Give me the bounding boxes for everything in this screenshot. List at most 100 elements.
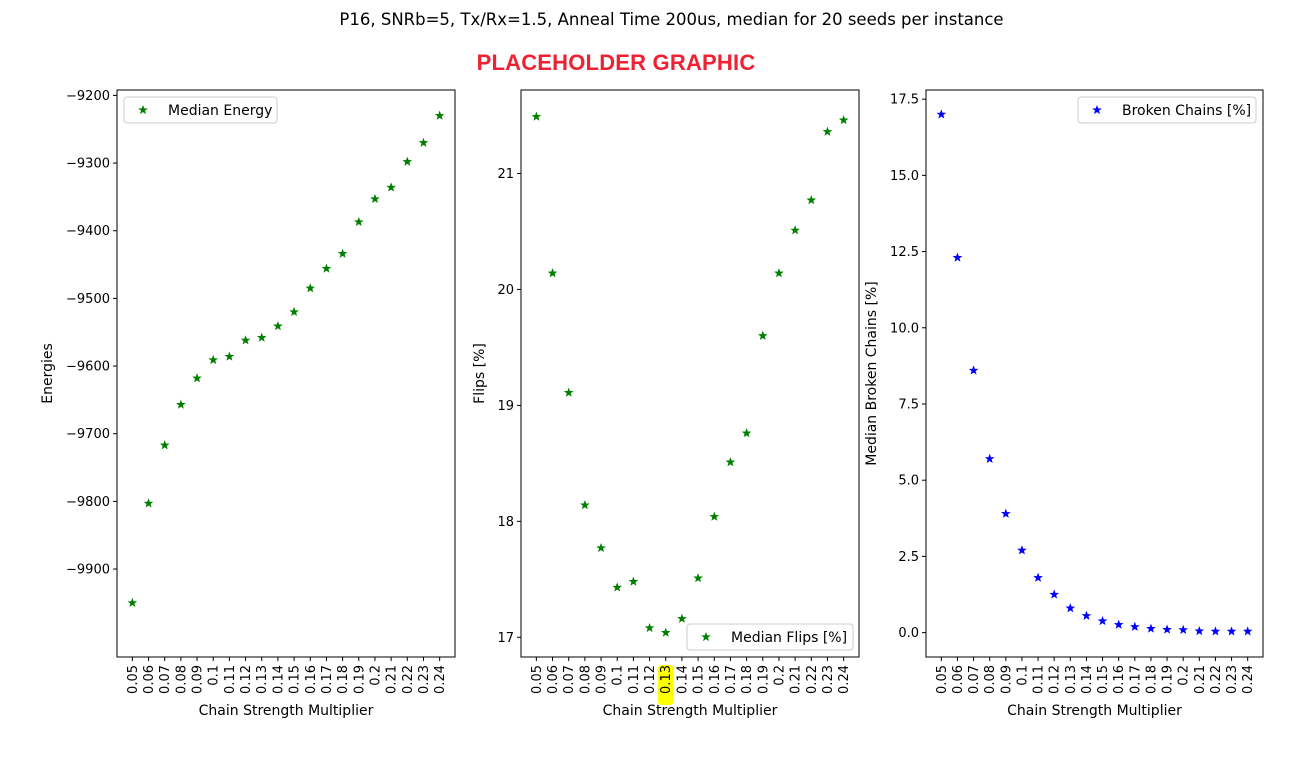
data-point	[1210, 626, 1221, 636]
x-tick-label: 0.12	[239, 665, 254, 694]
x-tick-label: 0.14	[675, 665, 690, 694]
y-axis-label: Median Broken Chains [%]	[864, 281, 880, 466]
y-tick-label: 17	[497, 631, 514, 646]
x-tick-label: 0.08	[174, 665, 189, 694]
data-point	[644, 622, 655, 633]
y-tick-label: 0.0	[898, 626, 919, 641]
x-tick-label: 0.2	[772, 665, 787, 686]
x-axis-label: Chain Strength Multiplier	[603, 703, 778, 719]
x-tick-label: 0.23	[821, 665, 836, 694]
x-tick-label: 0.2	[368, 665, 383, 686]
chart-panel-2: 0.05 0.06 0.07 0.08 0.09 0.1 0.11 0.12 0.13 0.14 0…	[472, 89, 860, 719]
data-point	[402, 156, 413, 166]
x-tick-label: 0.19	[1161, 665, 1176, 694]
data-point	[968, 365, 979, 375]
x-tick-label: 0.24	[1241, 665, 1256, 694]
x-tick-label: 0.07	[967, 665, 982, 694]
x-tick-label: 0.18	[336, 665, 351, 694]
data-point	[677, 613, 687, 623]
x-tick-label: 0.1	[1015, 665, 1030, 686]
data-point	[1049, 589, 1059, 599]
x-tick-label: 0.21	[385, 665, 400, 694]
x-tick-label: 0.24	[433, 665, 448, 694]
data-point	[224, 351, 235, 361]
legend-label: Median Energy	[168, 103, 272, 119]
x-tick-label: 0.1	[611, 665, 626, 686]
data-point	[596, 542, 606, 553]
legend-marker	[701, 631, 711, 642]
x-tick-label: 0.14	[1080, 665, 1095, 694]
data-point	[563, 387, 574, 397]
x-tick-label: 0.17	[724, 665, 739, 694]
y-tick-label: 18	[497, 515, 514, 530]
data-point	[386, 182, 396, 192]
y-tick-label: −9600	[66, 360, 110, 375]
x-tick-label: 0.22	[805, 665, 820, 694]
data-point	[531, 111, 542, 121]
data-point	[1226, 626, 1237, 636]
data-point	[321, 263, 332, 273]
data-point	[709, 511, 720, 521]
x-tick-label: 0.23	[417, 665, 432, 694]
y-tick-label: −9900	[66, 563, 110, 578]
data-point	[741, 428, 752, 438]
y-tick-label: 20	[497, 283, 514, 298]
data-point	[774, 268, 784, 278]
legend-marker	[1092, 104, 1102, 115]
x-tick-label: 0.23	[1225, 665, 1240, 694]
x-tick-label: 0.12	[643, 665, 658, 694]
chart-panel-1: 0.05 0.06 0.07 0.08 0.09 0.1 0.11 0.12 0.13 0.14 0…	[40, 89, 456, 719]
data-point	[434, 110, 445, 120]
data-point	[1065, 603, 1076, 613]
data-point	[660, 627, 671, 637]
x-tick-label: 0.07	[562, 665, 577, 694]
data-point	[1178, 624, 1188, 634]
y-tick-label: 17.5	[890, 93, 919, 108]
y-axis-label: Energies	[40, 343, 56, 404]
x-tick-label: 0.11	[627, 665, 642, 694]
x-tick-label: 0.05	[530, 665, 545, 694]
legend-box	[686, 623, 854, 651]
x-tick-label: 0.21	[1193, 665, 1208, 694]
y-tick-label: 21	[497, 167, 514, 182]
x-tick-label: 0.15	[1096, 665, 1111, 694]
y-tick-label: 10.0	[890, 321, 919, 336]
data-point	[628, 576, 639, 586]
x-tick-label: 0.09	[595, 665, 610, 694]
x-tick-label: 0.13	[1064, 665, 1079, 694]
data-point	[273, 321, 283, 331]
data-point	[176, 399, 186, 409]
x-tick-label: 0.14	[271, 665, 286, 694]
x-tick-label: 0.18	[740, 665, 755, 694]
data-point	[580, 500, 590, 510]
plot-frame	[925, 89, 1264, 658]
data-point	[1146, 623, 1156, 633]
x-tick-label: 0.09	[191, 665, 206, 694]
y-axis-label: Flips [%]	[472, 343, 488, 404]
y-tick-label: 2.5	[898, 550, 919, 565]
y-tick-label: 7.5	[898, 397, 919, 412]
x-tick-label: 0.19	[756, 665, 771, 694]
x-tick-label: 0.09	[999, 665, 1014, 694]
x-tick-label: 0.19	[352, 665, 367, 694]
data-point	[612, 582, 623, 592]
y-tick-label: 19	[497, 399, 514, 414]
chart-panel-3: 0.05 0.06 0.07 0.08 0.09 0.1 0.11 0.12 0.13 0.14 0…	[864, 89, 1264, 719]
x-tick-label: 0.17	[320, 665, 335, 694]
x-tick-label: 0.15	[692, 665, 707, 694]
data-point	[838, 115, 849, 125]
data-point	[936, 109, 947, 119]
x-tick-label: 0.2	[1177, 665, 1192, 686]
data-point	[337, 248, 348, 258]
y-tick-label: −9200	[66, 89, 110, 104]
data-point	[1081, 610, 1092, 620]
y-tick-label: −9400	[66, 224, 110, 239]
y-tick-label: 15.0	[890, 169, 919, 184]
data-point	[1113, 619, 1124, 629]
x-tick-label: 0.1	[207, 665, 222, 686]
x-tick-label: 0.22	[401, 665, 416, 694]
data-point	[725, 457, 736, 467]
x-tick-label: 0.15	[288, 665, 303, 694]
legend-label: Median Flips [%]	[731, 630, 847, 646]
